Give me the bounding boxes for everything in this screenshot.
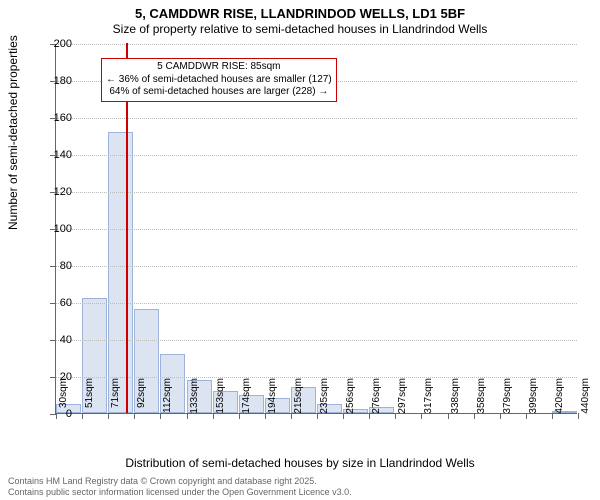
xtick-label: 215sqm [293,378,304,428]
chart-area: 5 CAMDDWR RISE: 85sqm ← 36% of semi-deta… [55,44,577,414]
xtick [187,413,188,419]
gridline [56,192,577,193]
xtick-label: 194sqm [267,378,278,428]
xtick-label: 317sqm [423,378,434,428]
xtick-label: 235sqm [319,378,330,428]
ytick-label: 200 [42,38,72,50]
xtick-label: 133sqm [189,378,200,428]
gridline [56,303,577,304]
xtick [474,413,475,419]
ytick-label: 80 [42,260,72,272]
xtick [265,413,266,419]
xtick-label: 338sqm [450,378,461,428]
y-axis-label: Number of semi-detached properties [6,35,20,230]
ytick-label: 180 [42,75,72,87]
ytick-label: 160 [42,112,72,124]
xtick-label: 153sqm [215,378,226,428]
annotation-box: 5 CAMDDWR RISE: 85sqm ← 36% of semi-deta… [101,58,337,102]
xtick [552,413,553,419]
footer: Contains HM Land Registry data © Crown c… [8,476,352,498]
gridline [56,266,577,267]
title-line1: 5, CAMDDWR RISE, LLANDRINDOD WELLS, LD1 … [0,6,600,21]
gridline [56,377,577,378]
xtick-label: 30sqm [58,378,69,428]
xtick [448,413,449,419]
xtick-label: 399sqm [528,378,539,428]
xtick-label: 112sqm [162,378,173,428]
ytick-label: 60 [42,297,72,309]
ytick-label: 40 [42,334,72,346]
bar [108,132,133,413]
xtick [213,413,214,419]
annotation-line2: ← 36% of semi-detached houses are smalle… [106,74,332,87]
xtick-label: 297sqm [397,378,408,428]
xtick-label: 440sqm [580,378,591,428]
ytick-label: 140 [42,149,72,161]
annotation-line1: 5 CAMDDWR RISE: 85sqm [106,61,332,74]
footer-line1: Contains HM Land Registry data © Crown c… [8,476,352,487]
xtick [82,413,83,419]
footer-line2: Contains public sector information licen… [8,487,352,498]
gridline [56,44,577,45]
gridline [56,155,577,156]
xtick [578,413,579,419]
gridline [56,340,577,341]
xtick-label: 358sqm [476,378,487,428]
gridline [56,229,577,230]
xtick-label: 420sqm [554,378,565,428]
title-line2: Size of property relative to semi-detach… [0,22,600,36]
ytick-label: 120 [42,186,72,198]
ytick-label: 100 [42,223,72,235]
xtick [343,413,344,419]
xtick-label: 379sqm [502,378,513,428]
x-axis-label: Distribution of semi-detached houses by … [0,456,600,470]
xtick [239,413,240,419]
xtick [317,413,318,419]
xtick-label: 276sqm [371,378,382,428]
gridline [56,118,577,119]
xtick-label: 71sqm [110,378,121,428]
xtick [526,413,527,419]
xtick-label: 92sqm [136,378,147,428]
xtick-label: 51sqm [84,378,95,428]
xtick [291,413,292,419]
xtick-label: 174sqm [241,378,252,428]
chart-title-block: 5, CAMDDWR RISE, LLANDRINDOD WELLS, LD1 … [0,0,600,36]
annotation-line3: 64% of semi-detached houses are larger (… [106,86,332,99]
xtick [500,413,501,419]
xtick-label: 256sqm [345,378,356,428]
